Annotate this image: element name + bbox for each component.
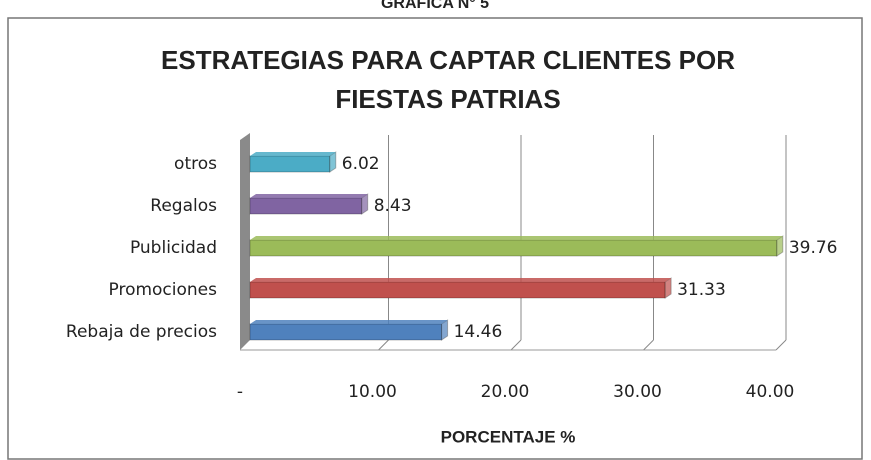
bar bbox=[249, 323, 443, 341]
y-tick-label: Publicidad bbox=[130, 238, 217, 258]
data-label: 6.02 bbox=[342, 154, 380, 174]
bar-top bbox=[250, 194, 368, 198]
chart-title: FIESTAS PATRIAS bbox=[335, 84, 560, 114]
x-axis-label: PORCENTAJE % bbox=[441, 427, 576, 446]
bar-top bbox=[250, 236, 783, 240]
chart-title: ESTRATEGIAS PARA CAPTAR CLIENTES POR bbox=[161, 45, 735, 75]
bar-top bbox=[250, 152, 336, 156]
x-tick-label: - bbox=[237, 382, 243, 402]
x-tick-label: 40.00 bbox=[746, 382, 795, 402]
bar bbox=[249, 155, 331, 173]
page-header: GRAFICA N° 5 bbox=[381, 0, 489, 12]
bar bbox=[249, 281, 666, 299]
y-tick-label: Rebaja de precios bbox=[66, 322, 217, 342]
data-label: 39.76 bbox=[789, 238, 838, 258]
bar-top bbox=[250, 278, 672, 282]
side-wall bbox=[240, 133, 250, 350]
grid-floor bbox=[643, 339, 654, 351]
x-tick-label: 20.00 bbox=[481, 382, 530, 402]
bar-side bbox=[664, 277, 672, 299]
bar-top bbox=[250, 320, 448, 324]
data-label: 8.43 bbox=[374, 196, 412, 216]
y-tick-label: Regalos bbox=[150, 196, 217, 216]
grid-floor bbox=[510, 339, 522, 351]
bar bbox=[249, 239, 778, 257]
y-tick-label: Promociones bbox=[109, 280, 218, 300]
bar-side bbox=[441, 319, 449, 341]
bar bbox=[249, 197, 363, 215]
x-tick-label: 30.00 bbox=[613, 382, 662, 402]
grid-floor bbox=[378, 339, 389, 351]
y-tick-label: otros bbox=[174, 154, 217, 174]
x-tick-label: 10.00 bbox=[348, 382, 397, 402]
data-label: 31.33 bbox=[677, 280, 726, 300]
grid-floor bbox=[775, 339, 787, 351]
data-label: 14.46 bbox=[454, 322, 503, 342]
